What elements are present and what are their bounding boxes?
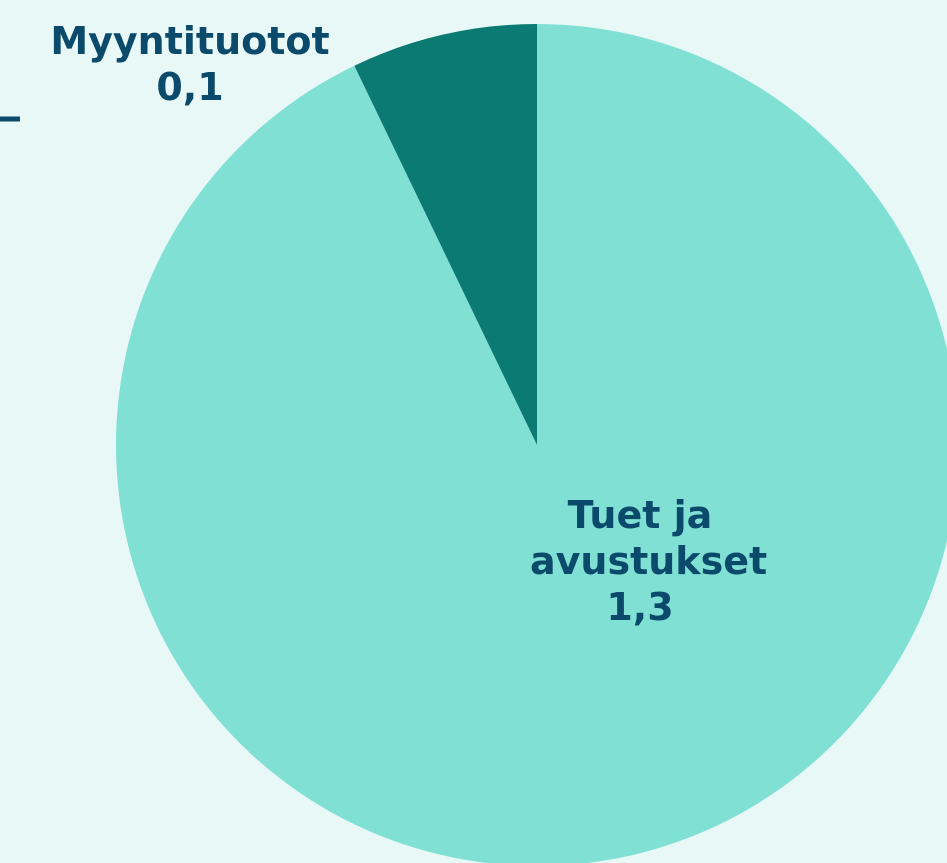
value-label: 0,1 xyxy=(156,65,224,109)
pie-slice xyxy=(116,24,947,863)
value-label: 1,3 xyxy=(606,585,674,629)
category-label: Myyntituotot xyxy=(50,19,330,63)
category-label: Tuet ja avustukset xyxy=(530,493,768,583)
slice-label: Tuet ja avustukset 1,3 xyxy=(470,492,810,630)
pie-slice xyxy=(354,24,537,445)
slice-label: Myyntituotot 0,1 xyxy=(20,18,360,110)
